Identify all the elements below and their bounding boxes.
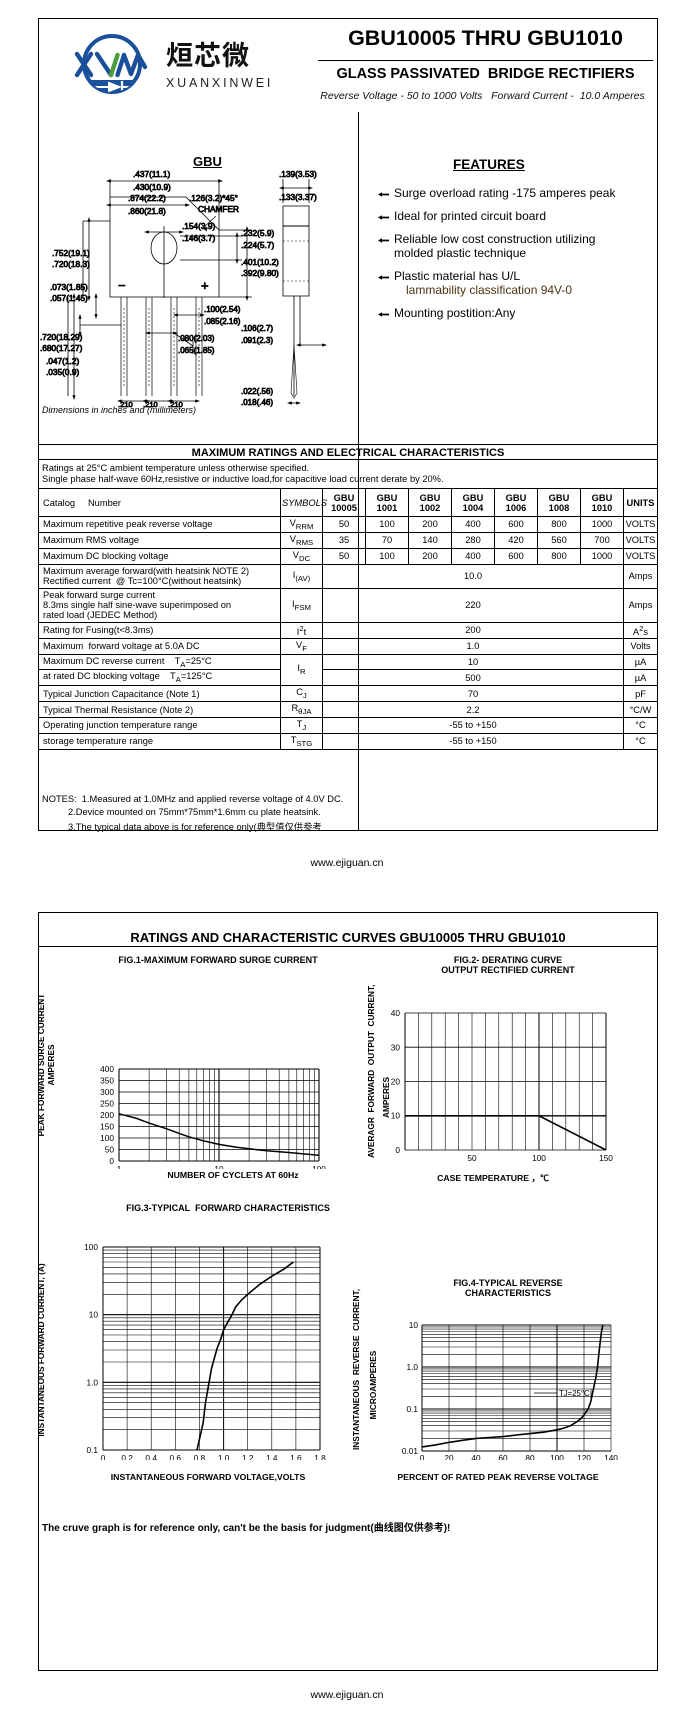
svg-text:.860(21.8): .860(21.8) (128, 206, 166, 216)
svg-text:.146(3.7): .146(3.7) (182, 233, 215, 243)
svg-text:200: 200 (100, 1110, 114, 1120)
svg-text:0.01: 0.01 (402, 1446, 419, 1456)
svg-text:40: 40 (471, 1453, 481, 1460)
svg-text:0: 0 (109, 1156, 114, 1166)
svg-text:100: 100 (312, 1164, 326, 1169)
svg-text:.752(19.1): .752(19.1) (52, 248, 90, 258)
svg-text:1: 1 (117, 1164, 122, 1169)
svg-text:−: − (118, 278, 126, 293)
svg-text:10: 10 (214, 1164, 224, 1169)
svg-text:.035(0.9): .035(0.9) (46, 367, 79, 377)
svg-text:10: 10 (89, 1310, 99, 1320)
svg-text:140: 140 (604, 1453, 618, 1460)
svg-text:0.4: 0.4 (145, 1453, 157, 1460)
svg-text:0.2: 0.2 (121, 1453, 133, 1460)
svg-text:.022(.56): .022(.56) (241, 387, 273, 396)
svg-text:.720(18.29): .720(18.29) (40, 332, 83, 342)
svg-text:50: 50 (467, 1153, 477, 1163)
svg-text:.232(5.9): .232(5.9) (241, 228, 274, 238)
svg-text:.437(11.1): .437(11.1) (133, 169, 170, 179)
svg-text:.047(1.2): .047(1.2) (46, 356, 79, 366)
svg-text:100: 100 (550, 1453, 564, 1460)
svg-text:1.0: 1.0 (218, 1453, 230, 1460)
svg-text:+: + (201, 278, 209, 293)
svg-text:.401(10.2): .401(10.2) (241, 257, 279, 267)
svg-text:.080(2.03): .080(2.03) (178, 334, 215, 343)
svg-text:80: 80 (525, 1453, 535, 1460)
svg-text:.133(3.37): .133(3.37) (279, 192, 317, 202)
svg-text:1.0: 1.0 (406, 1362, 418, 1372)
svg-text:1.8: 1.8 (314, 1453, 326, 1460)
svg-text:.392(9.80): .392(9.80) (241, 268, 279, 278)
svg-text:0.1: 0.1 (86, 1445, 98, 1455)
svg-text:10: 10 (409, 1320, 419, 1330)
svg-text:.065(1.85): .065(1.85) (178, 346, 215, 355)
svg-text:10: 10 (391, 1111, 401, 1121)
svg-text:20: 20 (391, 1077, 401, 1087)
svg-text:.126(3.2)*45°: .126(3.2)*45° (189, 193, 238, 203)
svg-text:TJ=25°C: TJ=25°C (559, 1389, 590, 1398)
svg-text:120: 120 (577, 1453, 591, 1460)
svg-text:.091(2.3): .091(2.3) (241, 336, 273, 345)
svg-text:1.2: 1.2 (242, 1453, 254, 1460)
svg-text:.073(1.85): .073(1.85) (50, 282, 88, 292)
svg-text:.100(2.54): .100(2.54) (204, 305, 241, 314)
svg-text:.430(10.9): .430(10.9) (133, 182, 171, 192)
svg-text:1.4: 1.4 (266, 1453, 278, 1460)
svg-text:60: 60 (498, 1453, 508, 1460)
svg-text:0: 0 (395, 1145, 400, 1155)
svg-text:150: 150 (599, 1153, 613, 1163)
svg-text:0: 0 (101, 1453, 106, 1460)
svg-text:20: 20 (444, 1453, 454, 1460)
svg-text:350: 350 (100, 1076, 114, 1086)
svg-text:50: 50 (105, 1145, 115, 1155)
svg-text:.874(22.2): .874(22.2) (128, 193, 166, 203)
svg-text:1.6: 1.6 (290, 1453, 302, 1460)
svg-text:1.0: 1.0 (86, 1377, 98, 1387)
svg-text:.085(2.16): .085(2.16) (204, 317, 241, 326)
svg-text:.720(18.3): .720(18.3) (52, 259, 90, 269)
svg-text:0: 0 (420, 1453, 425, 1460)
svg-text:150: 150 (100, 1122, 114, 1132)
svg-text:100: 100 (84, 1242, 98, 1252)
svg-text:CHAMFER: CHAMFER (198, 204, 239, 214)
svg-text:250: 250 (100, 1099, 114, 1109)
svg-text:400: 400 (100, 1064, 114, 1074)
svg-text:.018(.46): .018(.46) (241, 398, 273, 407)
svg-text:40: 40 (391, 1008, 401, 1018)
svg-text:.057(1.45): .057(1.45) (50, 293, 88, 303)
svg-text:.224(5.7): .224(5.7) (241, 240, 274, 250)
svg-text:0.8: 0.8 (194, 1453, 206, 1460)
svg-text:.106(2.7): .106(2.7) (241, 324, 273, 333)
svg-text:0.1: 0.1 (406, 1404, 418, 1414)
svg-text:100: 100 (532, 1153, 546, 1163)
svg-text:.139(3.53): .139(3.53) (279, 169, 317, 179)
svg-text:.154(3.9): .154(3.9) (182, 221, 215, 231)
svg-text:.680(17.27): .680(17.27) (40, 343, 83, 353)
svg-text:100: 100 (100, 1133, 114, 1143)
svg-text:30: 30 (391, 1043, 401, 1053)
svg-text:0.6: 0.6 (170, 1453, 182, 1460)
svg-text:300: 300 (100, 1087, 114, 1097)
